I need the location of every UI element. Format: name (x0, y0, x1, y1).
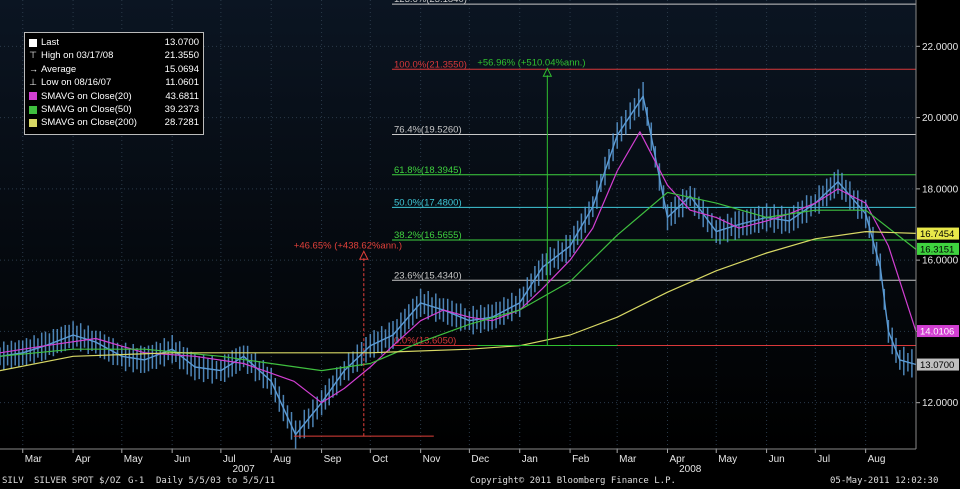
date-range: Daily 5/5/03 to 5/5/11 (156, 476, 276, 486)
legend-value: 39.2373 (164, 104, 199, 116)
legend-label: Average (41, 63, 77, 75)
legend-row-average: → Average 15.0694 (29, 63, 199, 76)
fib-level-label: 100.0%(21.3550) (394, 59, 467, 70)
y-tick-label: 12.0000 (922, 398, 959, 409)
x-tick-label: Sep (324, 454, 342, 465)
fib-level-label: 50.0%(17.4800) (394, 197, 462, 208)
price-tag-label: 14.0106 (920, 327, 954, 338)
y-tick-label: 16.0000 (922, 256, 959, 267)
x-tick-label: Aug (273, 454, 291, 465)
price-tag (917, 227, 959, 240)
legend-value: 21.3550 (164, 50, 199, 62)
price-tag (917, 325, 959, 338)
price-tag-label: 16.3151 (920, 244, 954, 255)
x-tick-label: Jan (522, 454, 538, 465)
timestamp-text: 05-May-2011 12:02:30 (830, 476, 939, 486)
x-tick-label: Apr (75, 454, 91, 465)
fib-level-label: 38.2%(16.5655) (394, 230, 462, 241)
square-icon (29, 119, 37, 128)
legend-row-last: Last 13.0700 (29, 36, 199, 49)
legend-value: 28.7281 (164, 117, 199, 129)
x-tick-label: May (718, 454, 737, 465)
y-tick-label: 18.0000 (922, 184, 959, 195)
series-lines (0, 82, 917, 449)
security-name: SILVER SPOT $/OZ (34, 476, 121, 486)
x-year-label: 2008 (679, 464, 702, 475)
square-icon (29, 92, 37, 101)
legend-box: Last 13.0700 ⊤ High on 03/17/08 21.3550 … (24, 32, 204, 135)
high-marker-icon: ⊤ (29, 50, 37, 61)
x-tick-label: Dec (471, 454, 489, 465)
x-tick-label: Aug (868, 454, 886, 465)
x-tick-label: Oct (372, 454, 388, 465)
fib-level-label: 123.6%(23.1840) (394, 0, 467, 5)
legend-row-sma200: SMAVG on Close(200) 28.7281 (29, 116, 199, 129)
legend-row-low: ⊥ Low on 08/16/07 11.0601 (29, 76, 199, 89)
y-tick-label: 22.0000 (922, 42, 959, 53)
price-tag (917, 358, 959, 371)
x-tick-label: Jul (817, 454, 830, 465)
legend-label: High on 03/17/08 (41, 50, 114, 62)
x-tick-label: Mar (619, 454, 637, 465)
x-tick-label: Feb (572, 454, 590, 465)
x-tick-label: Jul (223, 454, 236, 465)
x-tick-label: May (124, 454, 143, 465)
x-tick-label: Nov (423, 454, 441, 465)
legend-value: 11.0601 (165, 77, 199, 89)
x-tick-label: Apr (670, 454, 686, 465)
legend-row-sma20: SMAVG on Close(20) 43.6811 (29, 90, 199, 103)
annotation-label: +46.65% (+438.62%ann.) (294, 240, 402, 251)
x-axis: Mar Apr May Jun Jul Aug Sep Oct Nov Dec Jan Feb Mar A… (0, 448, 916, 475)
fib-level-label: 76.4%(19.5260) (394, 124, 462, 135)
status-footer: SILV SILVER SPOT $/OZ G-1 Daily 5/5/03 t… (0, 474, 960, 489)
legend-value: 43.6811 (165, 90, 199, 102)
y-tick-label: 20.0000 (922, 113, 959, 124)
legend-row-sma50: SMAVG on Close(50) 39.2373 (29, 103, 199, 116)
legend-label: SMAVG on Close(50) (41, 104, 132, 116)
legend-row-high: ⊤ High on 03/17/08 21.3550 (29, 49, 199, 62)
price-tag (917, 242, 959, 255)
legend-label: SMAVG on Close(200) (41, 117, 137, 129)
x-tick-label: Mar (25, 454, 43, 465)
legend-label: Last (41, 37, 59, 48)
annotation-arrow-head (542, 67, 553, 77)
x-tick-label: Jun (769, 454, 785, 465)
legend-value: 13.0700 (164, 37, 199, 48)
series-line (0, 191, 917, 372)
average-marker-icon: → (29, 63, 38, 74)
panel-id: G-1 (128, 476, 145, 486)
legend-label: SMAVG on Close(20) (41, 90, 132, 102)
square-icon (29, 105, 37, 114)
price-tag-label: 13.0700 (920, 360, 954, 371)
annotation-label: +56.96% (+510.04%ann.) (477, 57, 585, 68)
square-icon (29, 38, 37, 47)
ticker-text: SILV (2, 476, 24, 486)
copyright-text: Copyright© 2011 Bloomberg Finance L.P. (470, 476, 676, 486)
x-year-label: 2007 (232, 464, 255, 475)
fib-level-label: 61.8%(18.3945) (394, 165, 462, 176)
series-line (0, 231, 917, 372)
low-marker-icon: ⊥ (29, 77, 37, 88)
fib-level-label: 23.6%(15.4340) (394, 270, 462, 281)
price-tag-label: 16.7454 (920, 229, 954, 240)
annotation-arrow-head (358, 250, 369, 260)
gain-annotations: +46.65% (+438.62%ann.) +56.96% (+510.04%a… (293, 57, 618, 437)
x-tick-label: Jun (174, 454, 190, 465)
legend-label: Low on 08/16/07 (41, 77, 112, 89)
legend-value: 15.0694 (164, 63, 199, 75)
price-tags: 16.7454 16.3151 14.0106 13.0700 (917, 227, 959, 371)
